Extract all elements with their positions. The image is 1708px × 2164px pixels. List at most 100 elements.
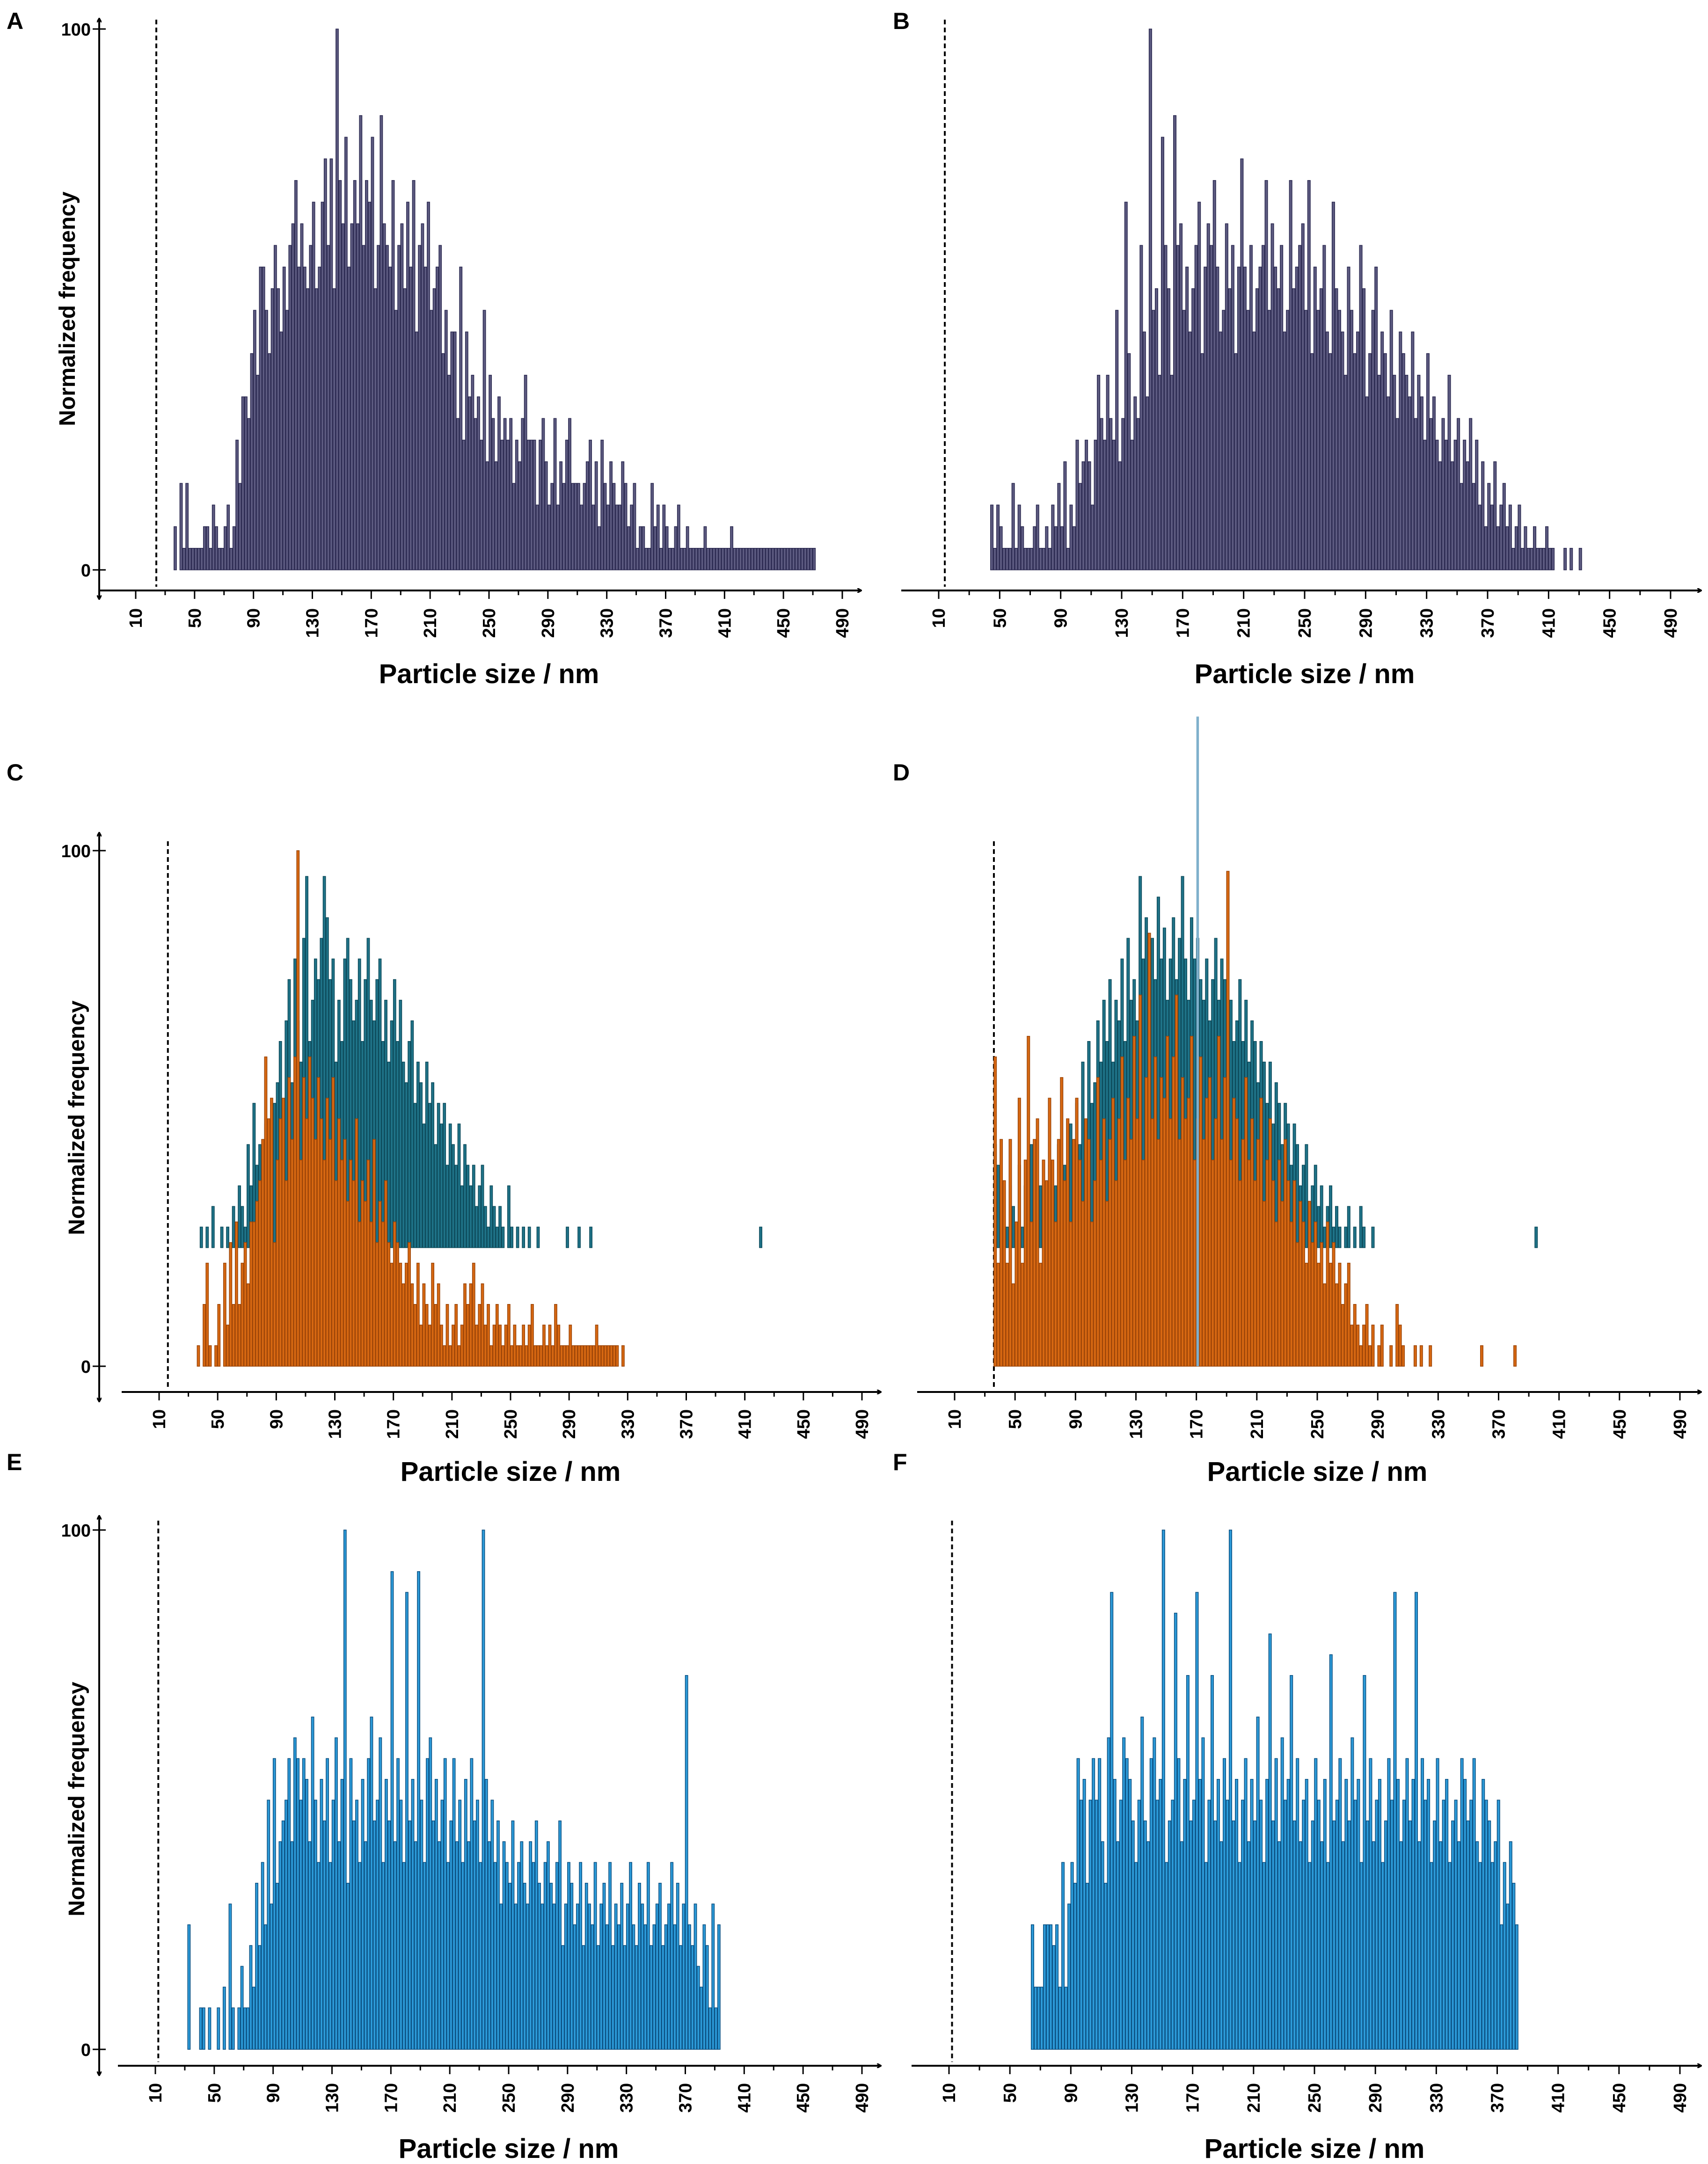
panel-d-bar bbox=[1027, 1035, 1030, 1367]
panel-c-bar bbox=[399, 1262, 402, 1367]
panel-a-bar bbox=[627, 526, 630, 570]
panel-a-bar bbox=[789, 548, 792, 570]
panel-a-bar bbox=[615, 504, 619, 570]
panel-c-bar bbox=[577, 1226, 581, 1248]
panel-a-bar bbox=[259, 266, 263, 570]
panel-d-x-tick-label: 410 bbox=[1550, 1409, 1569, 1439]
panel-e-bar bbox=[270, 1903, 273, 2050]
panel-f-bar bbox=[1030, 1924, 1034, 2050]
panel-f-bar bbox=[1442, 1800, 1445, 2050]
panel-a-bar bbox=[674, 526, 678, 570]
panel-b-bar bbox=[1060, 526, 1064, 570]
panel-c-bar bbox=[243, 1242, 247, 1367]
panel-a-bar bbox=[736, 548, 739, 570]
panel-d-bar bbox=[1033, 1139, 1036, 1367]
panel-b-bar bbox=[1036, 504, 1039, 570]
panel-e-y-axis-title: Normalized frequency bbox=[65, 1682, 89, 1916]
panel-b-bar bbox=[1219, 331, 1222, 570]
panel-c-bar bbox=[454, 1304, 458, 1367]
panel-f-bar bbox=[1305, 1779, 1308, 2050]
panel-f-bar bbox=[1284, 1800, 1287, 2050]
panel-d-bar bbox=[1011, 1283, 1015, 1367]
panel-b-bar bbox=[1158, 375, 1161, 570]
panel-e-bar bbox=[679, 1945, 682, 2050]
panel-f-x-tick-label: 250 bbox=[1305, 2083, 1325, 2113]
panel-d-bar bbox=[1335, 1206, 1338, 1248]
panel-b-bar bbox=[1414, 418, 1417, 570]
panel-a-bar bbox=[332, 288, 336, 570]
panel-c-bar bbox=[226, 1226, 229, 1248]
panel-a-bar bbox=[768, 548, 772, 570]
panel-c-bar bbox=[238, 1185, 241, 1248]
panel-a-bar bbox=[291, 223, 295, 570]
panel-a-bar bbox=[235, 439, 239, 570]
panel-d-x-tick-label: 130 bbox=[1127, 1409, 1146, 1439]
panel-f-x-tick-label: 10 bbox=[940, 2083, 959, 2103]
panel-b-bar bbox=[1292, 288, 1296, 570]
panel-f-bar bbox=[1427, 1779, 1431, 2050]
panel-c-bar bbox=[463, 1144, 467, 1248]
panel-d-x-tick-label: 490 bbox=[1671, 1409, 1690, 1439]
panel-c-bar bbox=[247, 1144, 250, 1248]
panel-a-bar bbox=[633, 483, 636, 570]
panel-a-bar bbox=[630, 504, 634, 570]
panel-d-x-tick-label: 50 bbox=[1006, 1409, 1025, 1429]
panel-f-bar bbox=[1308, 1862, 1312, 2050]
panel-a-bar bbox=[797, 548, 801, 570]
panel-c-bar bbox=[428, 1325, 431, 1367]
panel-a-bar bbox=[812, 548, 816, 570]
panel-c-y-tick-label: 0 bbox=[81, 1357, 91, 1377]
panel-b-bar bbox=[1511, 548, 1515, 570]
panel-b-bar bbox=[1045, 526, 1049, 570]
panel-b-bar bbox=[1310, 353, 1314, 570]
panel-f-bar bbox=[1171, 1800, 1175, 2050]
panel-d-bar bbox=[1160, 1077, 1163, 1367]
panel-c-bar bbox=[401, 1283, 405, 1367]
panel-d-bar bbox=[1513, 1345, 1517, 1367]
panel-f-bar bbox=[1359, 1862, 1363, 2050]
panel-d-bar bbox=[1008, 1139, 1012, 1367]
panel-b-bar bbox=[1270, 223, 1274, 570]
panel-f-bar bbox=[1299, 1841, 1302, 2050]
panel-c-bar bbox=[255, 1201, 259, 1367]
panel-e-bar bbox=[567, 1862, 570, 2050]
panel-c-bar bbox=[478, 1185, 482, 1248]
panel-c-bar bbox=[489, 1345, 493, 1367]
panel-c-bar bbox=[519, 1345, 522, 1367]
panel-a-bar bbox=[594, 461, 598, 570]
panel-c-bar bbox=[566, 1345, 569, 1367]
panel-c-bar bbox=[422, 1123, 426, 1248]
panel-a-bar bbox=[635, 548, 639, 570]
panel-d-bar bbox=[1187, 1098, 1190, 1367]
panel-c-bar bbox=[610, 1345, 613, 1367]
panel-c-bar bbox=[445, 1304, 449, 1367]
panel-a-bar bbox=[212, 504, 215, 570]
panel-b-bar bbox=[1274, 266, 1277, 570]
panel-e-bar bbox=[438, 1841, 441, 2050]
panel-a-bar bbox=[315, 288, 318, 570]
panel-a-bar bbox=[648, 548, 651, 570]
panel-e-bar bbox=[285, 1800, 288, 2050]
panel-c-bar bbox=[457, 1345, 461, 1367]
panel-d-bar bbox=[1072, 1139, 1076, 1367]
panel-c-y-axis-title: Normalized frequency bbox=[65, 1000, 89, 1235]
panel-e-bar bbox=[187, 1924, 191, 2050]
panel-c-bar bbox=[375, 979, 379, 1248]
panel-f-bar bbox=[1338, 1758, 1342, 2050]
panel-a-x-tick-label: 50 bbox=[185, 608, 205, 628]
panel-a-bar bbox=[450, 331, 454, 570]
panel-d-bar bbox=[1320, 1185, 1323, 1248]
panel-d-bar bbox=[1108, 1139, 1112, 1367]
panel-b-bar bbox=[1569, 548, 1573, 570]
panel-a-bar bbox=[500, 439, 504, 570]
panel-e-bar bbox=[199, 2007, 203, 2050]
panel-d-bar bbox=[1341, 1304, 1344, 1367]
panel-e-bar bbox=[431, 1820, 435, 2050]
panel-e-bar bbox=[482, 1530, 485, 2050]
panel-e-bar bbox=[667, 1903, 671, 2050]
panel-f-bar bbox=[1475, 1841, 1479, 2050]
panel-d-bar bbox=[1126, 1098, 1130, 1367]
panel-d-bar bbox=[1166, 1035, 1169, 1367]
panel-b-bar bbox=[1283, 331, 1286, 570]
panel-e-x-tick-label: 290 bbox=[558, 2083, 578, 2113]
